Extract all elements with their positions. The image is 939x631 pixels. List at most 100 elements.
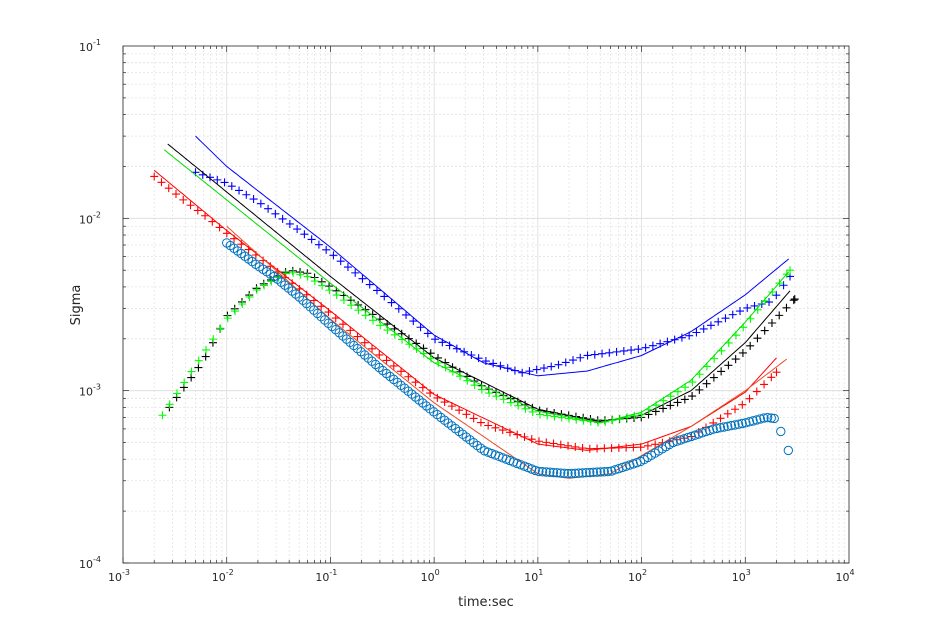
circle-marker [555,468,566,478]
plus-marker [433,393,442,402]
circle-marker [737,418,747,429]
plus-marker [354,306,363,315]
plus-marker [539,364,548,373]
tick-label: 10-4 [79,555,101,571]
plus-marker [583,351,592,360]
plus-marker [249,195,258,204]
circle-marker [715,422,726,433]
circle-marker [617,462,628,473]
plus-marker [743,303,752,312]
plus-marker [252,285,261,294]
circle-marker [338,331,348,341]
plus-marker [561,358,570,367]
circle-marker [305,302,315,312]
plus-marker [772,291,781,300]
plus-marker [187,367,196,376]
plus-marker [765,298,774,307]
circle-marker [298,295,308,305]
circle-marker [370,359,381,370]
plus-marker [193,206,202,215]
plus-marker [484,421,493,430]
plus-marker [434,358,443,367]
circle-marker [570,468,580,479]
circle-marker [577,468,588,478]
plus-marker [296,270,305,279]
circle-marker [733,419,744,429]
plus-marker [220,178,229,187]
plus-marker [419,349,428,358]
circle-marker [672,436,682,446]
plus-marker [643,441,652,450]
circle-marker [367,356,377,366]
plus-marker [455,406,464,415]
tick-label: 10-3 [108,568,130,584]
plus-marker [761,296,770,305]
circle-fit [226,225,788,479]
plus-marker [216,324,225,333]
plus-marker [634,345,643,354]
plus-marker [627,346,636,355]
circle-marker [606,466,617,476]
plus-marker [680,395,689,404]
circle-marker [693,429,704,439]
plus-marker [158,411,167,420]
plus-marker [477,385,486,394]
circle-marker [548,467,559,478]
fit-line [226,225,788,479]
circle-marker [762,412,773,423]
circle-marker [614,463,624,474]
plus-marker [227,182,236,191]
circle-marker [301,298,312,309]
circle-marker [530,465,540,476]
plus-marker [775,311,784,320]
plus-marker [745,394,754,403]
plus-marker [532,365,541,374]
plus-marker [245,292,254,301]
plus-marker [576,353,585,362]
plus-marker [752,387,761,396]
circle-marker [312,308,323,319]
circle-marker [783,445,794,456]
circle-marker [741,418,751,428]
plus-marker [760,380,769,389]
plus-marker [695,385,704,394]
plus-marker [242,190,251,199]
plus-marker [351,268,360,277]
plus-marker [165,400,174,409]
circle-marker [610,465,620,475]
grid [122,46,849,564]
plus-marker [706,321,715,330]
plus-marker [360,338,369,347]
circle-marker [356,347,366,357]
plus-marker [285,219,294,228]
plus-marker [235,186,244,195]
plus-marker [179,195,188,204]
circle-marker [621,461,631,471]
plus-marker [462,410,471,419]
circle-marker [751,415,762,425]
plus-marker [343,263,352,272]
plus-marker [329,251,338,260]
circle-marker [534,466,544,477]
plus-marker [521,404,530,413]
circle-marker [574,468,584,478]
circle-marker [744,417,755,427]
plus-marker [612,347,621,356]
circle-marker [334,328,344,338]
plus-marker [673,398,682,407]
plus-marker [372,286,381,295]
plus-marker [339,296,348,305]
plus-marker [358,274,367,283]
fit-line [195,135,790,377]
plus-marker [790,295,799,304]
plus-marker [365,280,374,289]
circle-marker [628,459,638,469]
plus-marker [659,404,668,413]
circle-marker [330,324,341,335]
plus-marker [702,379,711,388]
plus-marker [648,341,657,350]
circle-marker [563,468,573,479]
plus-marker [768,288,777,297]
plus-marker [714,317,723,326]
plus-marker [492,392,501,401]
